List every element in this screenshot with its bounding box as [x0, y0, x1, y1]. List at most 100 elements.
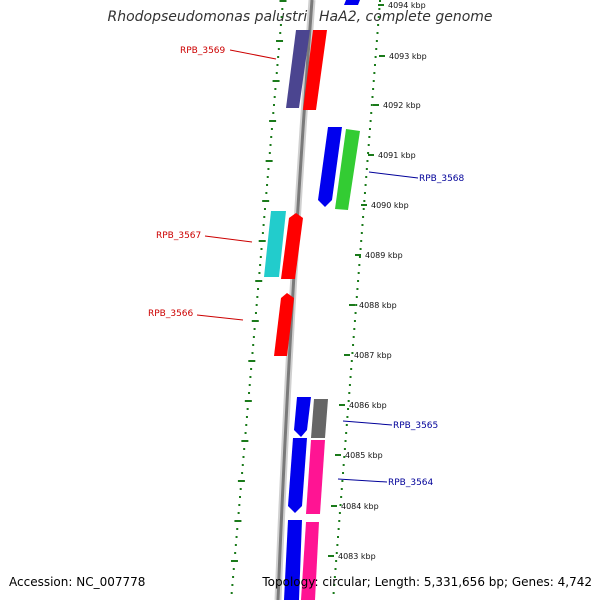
- feature-red-3567[interactable]: [281, 213, 303, 279]
- gc-dot: [232, 568, 235, 570]
- gene-label-leader: [229, 49, 277, 60]
- feature-green-3568[interactable]: [335, 129, 360, 210]
- gene-label[interactable]: RPB_3569: [180, 46, 226, 56]
- feature-pink-bottom[interactable]: [301, 522, 319, 600]
- gc-dot: [374, 56, 377, 58]
- scale-tick-label: 4084 kbp: [341, 502, 379, 511]
- gc-dot: [337, 528, 340, 530]
- gc-dot: [367, 152, 370, 154]
- feature-blue-lower[interactable]: [288, 438, 307, 513]
- gene-label[interactable]: RPB_3565: [393, 421, 438, 431]
- feature-red-3566[interactable]: [274, 293, 294, 356]
- gc-dot: [263, 216, 266, 218]
- feature-blue-top[interactable]: [344, 0, 360, 5]
- gc-dot: [365, 176, 368, 178]
- gc-dot: [368, 136, 371, 138]
- gc-dot: [345, 432, 348, 434]
- gc-dot: [261, 232, 264, 234]
- feature-purple[interactable]: [286, 30, 310, 108]
- gc-dot: [258, 240, 266, 242]
- gc-dot: [255, 304, 258, 306]
- gc-dot: [375, 40, 378, 42]
- gc-dot: [336, 544, 339, 546]
- feature-pink-3564[interactable]: [306, 440, 325, 514]
- gc-dot: [241, 472, 244, 474]
- gc-dot: [259, 256, 262, 258]
- feature-gray-3565[interactable]: [311, 399, 328, 438]
- gc-dot: [242, 456, 245, 458]
- gc-dot: [236, 528, 239, 530]
- gc-dot: [251, 352, 254, 354]
- scale-tick-label: 4093 kbp: [389, 52, 427, 61]
- gc-dot: [342, 472, 345, 474]
- scale-tick-label: 4092 kbp: [383, 101, 421, 110]
- gc-dot: [338, 512, 341, 514]
- gc-dot: [344, 440, 347, 442]
- gc-dot: [337, 536, 340, 538]
- gc-dot: [345, 424, 348, 426]
- gene-label-leader: [342, 420, 393, 426]
- gc-dot: [371, 96, 374, 98]
- feature-blue-mid[interactable]: [294, 397, 311, 437]
- gc-dot: [258, 272, 261, 274]
- scale-tick-label: 4091 kbp: [378, 151, 416, 160]
- gc-dot: [255, 280, 263, 282]
- gc-dot: [358, 264, 361, 266]
- gc-dot: [248, 384, 251, 386]
- gc-dot: [273, 96, 276, 98]
- gc-dot: [237, 480, 245, 482]
- gc-dot: [268, 152, 271, 154]
- gc-dot: [252, 344, 255, 346]
- gc-dot: [243, 448, 246, 450]
- gc-dot: [348, 392, 351, 394]
- gc-dot: [250, 368, 253, 370]
- gc-dot: [241, 464, 244, 466]
- gc-dot: [270, 136, 273, 138]
- gc-dot: [275, 72, 278, 74]
- gene-label-leader: [204, 235, 253, 243]
- feature-red-top[interactable]: [303, 30, 327, 110]
- gene-label[interactable]: RPB_3564: [388, 478, 434, 488]
- topology-text: Topology: circular; Length: 5,331,656 bp…: [262, 575, 592, 589]
- feature-cyan[interactable]: [264, 211, 286, 277]
- map-title: Rhodopseudomonas palustris HaA2, complet…: [107, 9, 493, 25]
- gc-dot: [346, 416, 349, 418]
- feature-blue-bottom[interactable]: [284, 520, 302, 600]
- gc-dot: [244, 400, 252, 402]
- gene-label[interactable]: RPB_3566: [148, 309, 194, 319]
- gc-dot: [363, 200, 366, 202]
- gc-dot: [379, 0, 381, 2]
- gc-dot: [241, 440, 249, 442]
- gc-dot: [234, 520, 242, 522]
- scale-tick-label: 4087 kbp: [354, 351, 392, 360]
- gc-dot: [352, 336, 355, 338]
- gene-label[interactable]: RPB_3568: [419, 174, 465, 184]
- gc-dot: [266, 176, 269, 178]
- gc-dot: [249, 376, 252, 378]
- feature-blue-3568-neighbor[interactable]: [318, 127, 342, 207]
- gc-dot: [367, 144, 370, 146]
- gc-dot: [354, 312, 357, 314]
- gc-dot: [239, 496, 242, 498]
- gc-dot: [263, 208, 266, 210]
- gc-dot: [373, 64, 376, 66]
- gc-dot: [279, 32, 282, 34]
- gc-dot: [361, 224, 364, 226]
- gc-dot: [341, 480, 344, 482]
- gc-dot: [239, 488, 242, 490]
- gc-dot: [248, 392, 251, 394]
- gc-dot: [352, 344, 355, 346]
- gc-dot: [333, 584, 336, 586]
- gc-dot: [281, 8, 284, 10]
- gc-dot: [375, 48, 378, 50]
- gc-dot: [235, 536, 238, 538]
- gc-dot: [230, 560, 238, 562]
- scale-tick-label: 4083 kbp: [338, 552, 376, 561]
- gc-dot: [279, 24, 282, 26]
- gc-dot: [360, 232, 363, 234]
- gc-dot: [363, 192, 366, 194]
- gene-label[interactable]: RPB_3567: [156, 231, 201, 241]
- gc-dot: [343, 448, 346, 450]
- gc-dot: [262, 224, 265, 226]
- gc-dot: [245, 424, 248, 426]
